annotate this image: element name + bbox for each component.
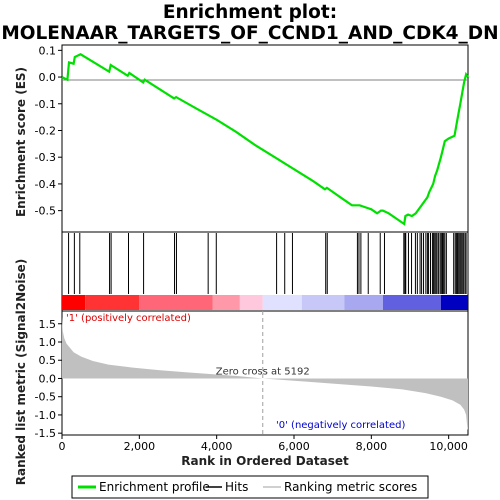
negative-correlated-label: '0' (negatively correlated): [276, 420, 405, 431]
heatbar-segment-negative: [262, 295, 302, 310]
heatbar-segment-negative: [344, 295, 383, 310]
hits-panel: [61, 231, 469, 312]
legend-metric-label: Ranking metric scores: [284, 480, 417, 494]
enrichment-profile-line: [61, 53, 469, 226]
metric-x-tick-label: 6,000: [278, 440, 310, 453]
hit-lines: [68, 233, 467, 294]
es-plot-frame: [61, 44, 469, 233]
metric-y-axis: 1.5 1.0 0.5 0.0 -0.5 -1.0 -1.5: [35, 318, 62, 440]
es-y-tick-label: 0.0: [39, 71, 57, 84]
es-y-tick-label: -0.5: [35, 205, 56, 218]
ranking-metric-area: [62, 316, 468, 430]
metric-y-tick-label: -1.5: [35, 427, 56, 440]
legend-enrichment-label: Enrichment profile: [99, 480, 210, 494]
metric-x-tick-label: 0: [59, 440, 66, 453]
metric-y-tick-label: 1.5: [39, 318, 57, 331]
metric-y-tick-label: 0.5: [39, 354, 57, 367]
heatbar-segment-negative: [440, 295, 468, 310]
es-y-tick-label: -0.1: [35, 98, 56, 111]
heatbar-segment-negative: [301, 295, 345, 310]
metric-y-axis-title: Ranked list metric (Signal2Noise): [14, 259, 28, 486]
positive-correlated-label: '1' (positively correlated): [66, 313, 191, 324]
chart-title-line1: Enrichment plot:: [163, 2, 337, 23]
es-y-tick-label: -0.3: [35, 151, 56, 164]
metric-panel: Zero cross at 5192 '1' (positively corre…: [14, 259, 469, 486]
legend: Enrichment profile Hits Ranking metric s…: [71, 475, 429, 499]
legend-hits-label: Hits: [225, 480, 248, 494]
metric-y-tick-label: -0.5: [35, 391, 56, 404]
heatbar-segment-negative: [382, 295, 441, 310]
metric-x-tick-label: 4,000: [201, 440, 233, 453]
metric-x-tick-label: 8,000: [356, 440, 388, 453]
heatbar-segment-positive: [212, 295, 240, 310]
heatbar-segment-positive: [85, 295, 140, 310]
metric-x-axis-title: Rank in Ordered Dataset: [181, 454, 349, 468]
es-y-tick-label: 0.1: [39, 44, 57, 57]
zero-cross-label: Zero cross at 5192: [216, 366, 310, 377]
heatbar-segment-positive: [62, 295, 86, 310]
es-y-axis-title: Enrichment score (ES): [14, 67, 28, 217]
metric-x-axis: 0 2,000 4,000 6,000 8,000 10,000: [59, 435, 468, 453]
metric-y-tick-label: 0.0: [39, 372, 57, 385]
heatbar-segment-positive: [239, 295, 263, 310]
es-y-axis: 0.1 0.0 -0.1 -0.2 -0.3 -0.4 -0.5: [35, 44, 62, 218]
metric-y-tick-label: 1.0: [39, 336, 57, 349]
ranking-heatbar: [62, 295, 468, 310]
es-panel: 0.1 0.0 -0.1 -0.2 -0.3 -0.4 -0.5 Enrichment sc…: [14, 44, 469, 233]
chart-title-line2: MOLENAAR_TARGETS_OF_CCND1_AND_CDK4_DN: [1, 23, 498, 44]
metric-x-tick-label: 10,000: [429, 440, 468, 453]
es-y-tick-label: -0.4: [35, 178, 56, 191]
heatbar-segment-positive: [139, 295, 213, 310]
metric-x-tick-label: 2,000: [124, 440, 156, 453]
es-y-tick-label: -0.2: [35, 124, 56, 137]
metric-y-tick-label: -1.0: [35, 409, 56, 422]
legend-box: [71, 475, 429, 499]
